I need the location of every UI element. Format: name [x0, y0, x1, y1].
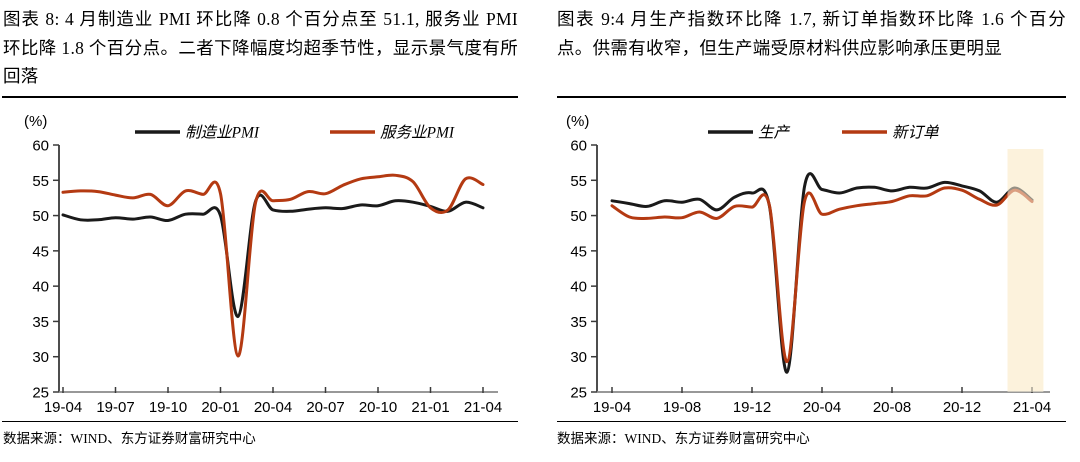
production-neworders-line-chart: 60 55 50 45 40 35 30 25 19-04 19-08 19-12 20-04 20-0…	[566, 113, 1051, 416]
x-tick-label: 19-04	[593, 399, 631, 416]
y-tick-label: 50	[32, 208, 49, 225]
legend-label-0: 生产	[758, 124, 791, 142]
y-tick-label: 35	[570, 314, 587, 331]
x-tick-label: 19-04	[44, 399, 82, 416]
figure-8-source: 数据来源：WIND、东方证券财富研究中心	[3, 431, 256, 446]
figure-8-caption-divider	[2, 96, 518, 99]
y-tick-label: 45	[570, 243, 587, 260]
x-tick-label: 21-04	[1013, 399, 1051, 416]
x-tick-label: 20-12	[943, 399, 981, 416]
y-tick-label: 30	[570, 349, 587, 366]
figure-8-source-divider	[2, 421, 518, 423]
y-tick-label: 25	[570, 385, 587, 402]
figure-9-source-divider	[557, 421, 1066, 423]
x-tick-label: 20-01	[201, 399, 239, 416]
figure-9-caption: 图表 9:4 月生产指数环比降 1.7, 新订单指数环比降 1.6 个百分点。供…	[557, 9, 1066, 58]
x-tick-label: 21-04	[464, 399, 502, 416]
legend-label-0: 制造业PMI	[185, 124, 260, 142]
figure-9-source: 数据来源：WIND、东方证券财富研究中心	[557, 431, 810, 446]
y-tick-label: 40	[32, 279, 49, 296]
x-tick-label: 20-04	[254, 399, 292, 416]
y-tick-label: 60	[32, 138, 49, 155]
y-tick-label: 25	[32, 385, 49, 402]
figure-8-caption: 图表 8: 4 月制造业 PMI 环比降 0.8 个百分点至 51.1, 服务业…	[3, 9, 518, 86]
x-tick-label: 20-07	[306, 399, 344, 416]
x-tick-label: 21-01	[411, 399, 449, 416]
y-tick-label: 45	[32, 243, 49, 260]
x-tick-label: 19-08	[663, 399, 701, 416]
legend-label-1: 服务业PMI	[380, 124, 455, 142]
series-line-1	[61, 173, 485, 358]
x-tick-label: 19-10	[149, 399, 187, 416]
y-tick-label: 55	[32, 173, 49, 190]
legend-label-1: 新订单	[892, 124, 939, 142]
series-line-1	[610, 186, 1034, 364]
series-line-0	[61, 193, 485, 319]
x-tick-label: 19-07	[96, 399, 134, 416]
y-tick-label: 30	[32, 349, 49, 366]
x-tick-label: 20-08	[873, 399, 911, 416]
x-tick-label: 19-12	[733, 399, 771, 416]
series-line-0	[610, 172, 1034, 374]
figure-9-caption-divider	[557, 96, 1066, 99]
y-tick-label: 35	[32, 314, 49, 331]
highlight-band-overlay	[1007, 149, 1044, 392]
x-tick-label: 20-04	[803, 399, 841, 416]
y-tick-label: 40	[570, 279, 587, 296]
x-tick-label: 20-10	[359, 399, 397, 416]
y-axis-unit-label: (%)	[24, 113, 47, 130]
y-tick-label: 55	[570, 173, 587, 190]
y-tick-label: 60	[570, 138, 587, 155]
y-tick-label: 50	[570, 208, 587, 225]
y-axis-unit-label: (%)	[566, 113, 589, 130]
